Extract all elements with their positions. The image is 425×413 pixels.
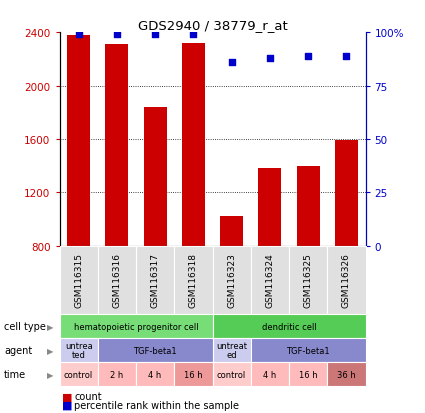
Bar (144, 108, 167, 246)
Point (190, 32, 197, 38)
Text: GSM116325: GSM116325 (303, 253, 313, 308)
Text: GSM116317: GSM116317 (150, 253, 160, 308)
Text: control: control (217, 370, 246, 379)
Bar (182, 44, 205, 246)
Text: untreat
ed: untreat ed (216, 341, 247, 359)
Text: GSM116318: GSM116318 (189, 253, 198, 308)
Point (228, 59, 235, 66)
Text: untrea
ted: untrea ted (65, 341, 93, 359)
Point (343, 53, 350, 60)
Text: time: time (4, 369, 26, 379)
Text: TGF-beta1: TGF-beta1 (286, 346, 330, 355)
Text: GSM116316: GSM116316 (112, 253, 122, 308)
Bar (67, 36, 90, 246)
Text: ■: ■ (62, 400, 72, 410)
Text: TGF-beta1: TGF-beta1 (133, 346, 177, 355)
Bar (335, 141, 358, 246)
Text: ▶: ▶ (47, 370, 53, 379)
Text: GSM116315: GSM116315 (74, 253, 83, 308)
Bar (220, 217, 243, 246)
Text: 16 h: 16 h (184, 370, 203, 379)
Point (305, 53, 312, 60)
Text: 2 h: 2 h (110, 370, 124, 379)
Point (152, 32, 159, 38)
Point (113, 32, 120, 38)
Text: GSM116324: GSM116324 (265, 253, 275, 308)
Text: count: count (74, 392, 102, 401)
Text: 16 h: 16 h (299, 370, 317, 379)
Bar (297, 166, 320, 246)
Text: hematopoietic progenitor cell: hematopoietic progenitor cell (74, 322, 198, 331)
Point (75, 32, 82, 38)
Text: dendritic cell: dendritic cell (262, 322, 316, 331)
Text: cell type: cell type (4, 321, 46, 331)
Text: 36 h: 36 h (337, 370, 356, 379)
Text: GSM116326: GSM116326 (342, 253, 351, 308)
Point (266, 55, 273, 62)
Bar (105, 45, 128, 246)
Text: ■: ■ (62, 392, 72, 401)
Text: agent: agent (4, 345, 32, 355)
Text: GSM116323: GSM116323 (227, 253, 236, 308)
Text: control: control (64, 370, 93, 379)
Text: percentile rank within the sample: percentile rank within the sample (74, 400, 239, 410)
Text: ▶: ▶ (47, 322, 53, 331)
Title: GDS2940 / 38779_r_at: GDS2940 / 38779_r_at (138, 19, 287, 32)
Text: 4 h: 4 h (148, 370, 162, 379)
Text: ▶: ▶ (47, 346, 53, 355)
Bar (258, 169, 281, 246)
Text: 4 h: 4 h (263, 370, 277, 379)
